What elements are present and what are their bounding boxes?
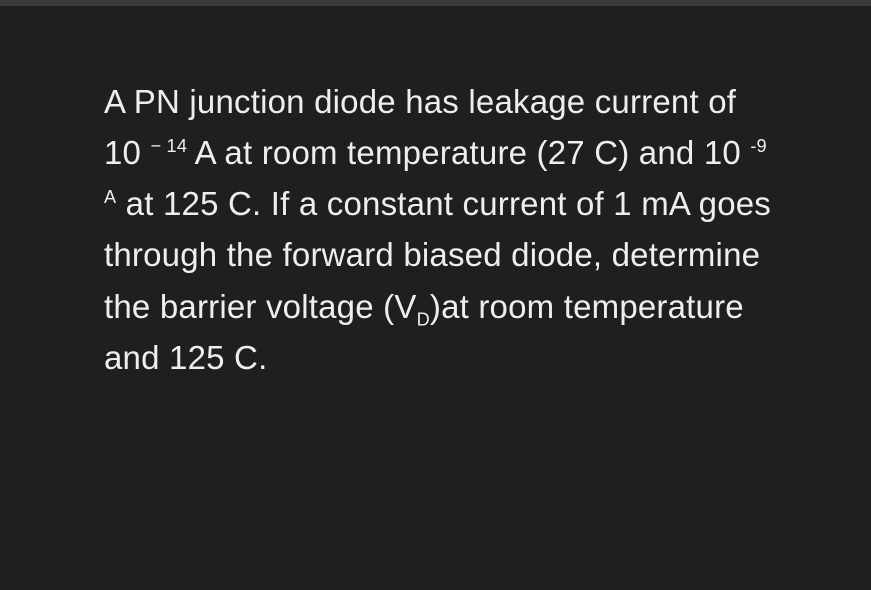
problem-text-seg2: A at room temperature (27 C) and 10 (187, 134, 750, 171)
exponent-1-sign: − (150, 136, 166, 156)
exponent-1-num: 14 (167, 136, 188, 156)
exponent-1: − 14 (150, 136, 187, 156)
problem-statement: A PN junction diode has leakage current … (0, 6, 871, 383)
subscript-d: D (417, 309, 430, 329)
